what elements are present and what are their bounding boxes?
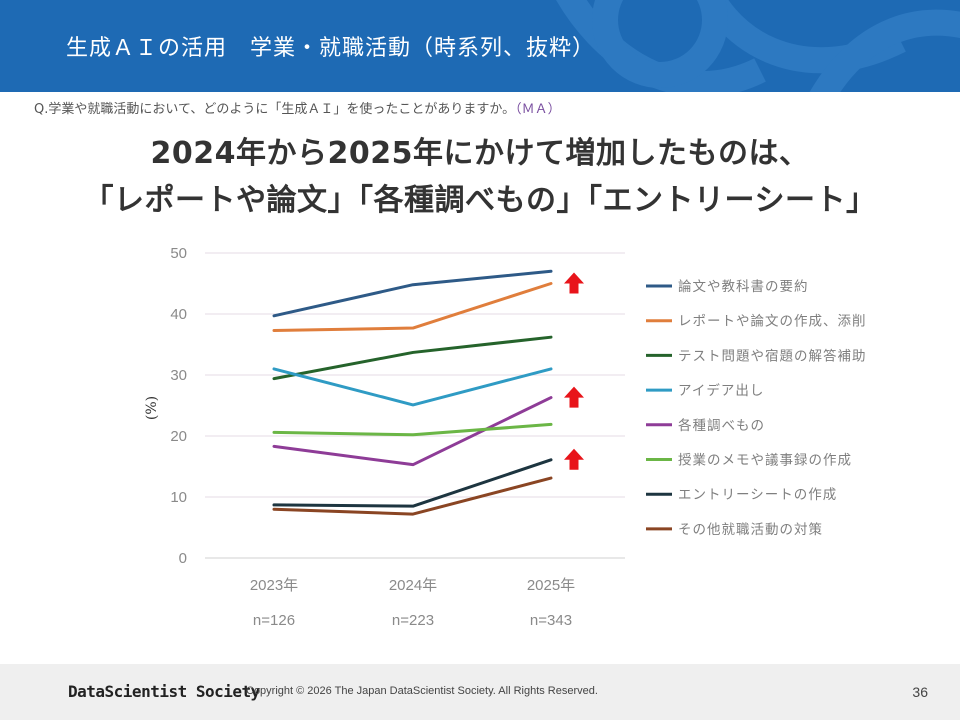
series-line-1	[272, 282, 553, 332]
page-number: 36	[912, 684, 928, 700]
x-tick-label-2: 2025年	[527, 577, 575, 594]
legend-label-0: 論文や教科書の要約	[678, 279, 809, 295]
y-axis-label: (%)	[144, 396, 160, 420]
headline-line-2: 「レポートや論文」「各種調べもの」「エントリーシート」	[83, 183, 877, 218]
question-suffix: （ＭＡ）	[515, 102, 561, 117]
legend-label-3: アイデア出し	[678, 382, 764, 399]
footer-bar: DataScientist Society Copyright © 2026 T…	[0, 664, 960, 720]
y-tick-label-40: 40	[170, 306, 187, 323]
series-line-7	[272, 476, 553, 516]
series-line-3	[272, 367, 553, 407]
x-tick-label-0: 2023年	[250, 577, 298, 594]
legend-label-1: レポートや論文の作成、添削	[678, 314, 867, 330]
increase-arrows	[564, 272, 584, 470]
y-axis-ticks: 0 10 20 30 40 50	[170, 245, 187, 567]
header-bar: 生成ＡＩの活用 学業・就職活動（時系列、抜粋）	[0, 0, 960, 92]
legend-label-6: エントリーシートの作成	[678, 487, 837, 503]
sample-size-label-2: n=343	[530, 612, 572, 629]
y-tick-label-0: 0	[179, 550, 187, 567]
increase-arrow-2	[564, 448, 584, 470]
y-tick-label-20: 20	[170, 428, 187, 445]
headline-line-1: 2024年から2025年にかけて増加したものは、	[150, 136, 810, 171]
legend-label-5: 授業のメモや議事録の作成	[678, 452, 852, 469]
legend-label-7: その他就職活動の対策	[678, 521, 823, 538]
brand-logo: DataScientist Society	[68, 682, 260, 701]
series-lines	[272, 269, 553, 516]
legend-label-2: テスト問題や宿題の解答補助	[678, 347, 867, 364]
legend: 論文や教科書の要約レポートや論文の作成、添削テスト問題や宿題の解答補助アイデア出…	[646, 279, 867, 538]
sample-size-labels: n=126 n=223 n=343	[253, 612, 572, 629]
copyright-text: Copyright © 2026 The Japan DataScientist…	[246, 685, 598, 697]
y-tick-label-30: 30	[170, 367, 187, 384]
x-tick-label-1: 2024年	[389, 577, 437, 594]
line-chart: 0 10 20 30 40 50 (%) 2023年 2024年 2025年 n=126 n=2…	[144, 245, 867, 629]
y-tick-label-50: 50	[170, 245, 187, 262]
y-tick-label-10: 10	[170, 489, 187, 506]
question-text: Q.学業や就職活動において、どのように「生成ＡＩ」を使ったことがありますか。（Ｍ…	[34, 98, 561, 117]
series-line-5	[272, 422, 553, 437]
x-axis-ticks: 2023年 2024年 2025年	[250, 577, 575, 594]
question-body: Q.学業や就職活動において、どのように「生成ＡＩ」を使ったことがありますか。	[34, 102, 516, 117]
increase-arrow-0	[564, 272, 584, 294]
series-line-6	[272, 458, 553, 508]
header-decoration	[556, 0, 960, 92]
series-line-0	[272, 269, 553, 318]
sample-size-label-0: n=126	[253, 612, 295, 629]
series-line-4	[272, 396, 553, 467]
sample-size-label-1: n=223	[392, 612, 434, 629]
increase-arrow-1	[564, 386, 584, 408]
page-title: 生成ＡＩの活用 学業・就職活動（時系列、抜粋）	[66, 36, 596, 61]
series-line-2	[272, 335, 553, 381]
legend-label-4: 各種調べもの	[678, 418, 765, 434]
